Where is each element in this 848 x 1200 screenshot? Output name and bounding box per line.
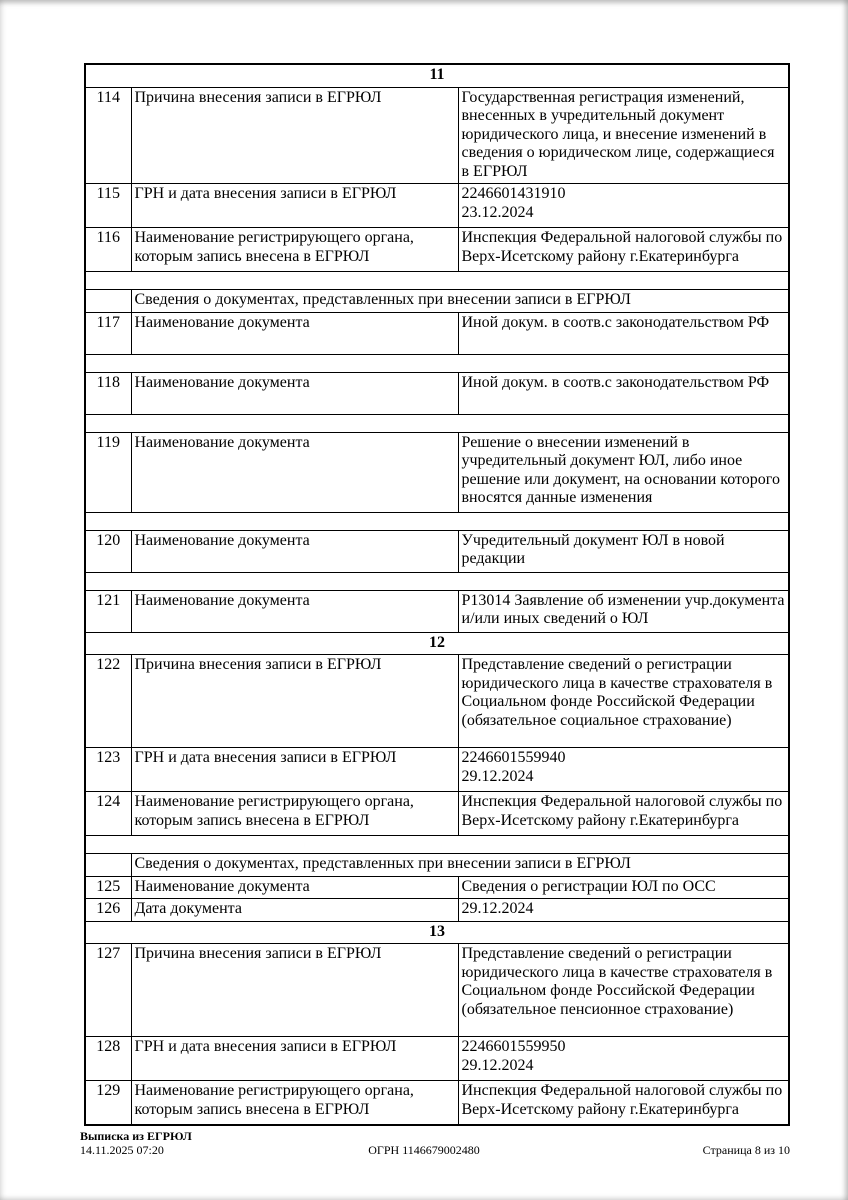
field-label: Наименование регистрирующего органа, кот… xyxy=(130,227,459,272)
table-row: 13 xyxy=(84,920,790,944)
table-row xyxy=(84,353,790,373)
table-row: 114 Причина внесения записи в ЕГРЮЛ Госуда… xyxy=(84,86,790,184)
field-value: 29.12.2024 xyxy=(457,898,790,922)
spacer-row-cell xyxy=(84,571,790,591)
spacer-row-cell xyxy=(84,835,790,854)
row-number: 126 xyxy=(84,898,132,922)
field-label: Наименование документа xyxy=(130,311,459,355)
row-number: 124 xyxy=(84,791,132,836)
row-number: 128 xyxy=(84,1036,132,1081)
table-row: 126 Дата документа 29.12.2024 xyxy=(84,898,790,922)
table-row: 119 Наименование документа Решение о внесе… xyxy=(84,431,790,513)
field-value: Сведения о регистрации ЮЛ по ОСС xyxy=(457,875,790,899)
field-label: Наименование документа xyxy=(130,589,459,633)
field-value: Р13014 Заявление об изменении учр.докуме… xyxy=(457,589,790,633)
field-label: Причина внесения записи в ЕГРЮЛ xyxy=(130,943,459,1037)
footer-left: Выписка из ЕГРЮЛ 14.11.2025 07:20 xyxy=(80,1129,192,1157)
row-number: 118 xyxy=(84,371,132,415)
field-value: 2246601559950 29.12.2024 xyxy=(457,1036,790,1081)
field-label: Наименование документа xyxy=(130,529,459,573)
field-label: Наименование документа xyxy=(130,431,459,513)
field-label: ГРН и дата внесения записи в ЕГРЮЛ xyxy=(130,1036,459,1081)
row-number: 120 xyxy=(84,529,132,573)
table-row: 124 Наименование регистрирующего органа, … xyxy=(84,791,790,836)
table-row: 121 Наименование документа Р13014 Заявлени… xyxy=(84,589,790,633)
field-value: Представление сведений о регистрации юри… xyxy=(457,654,790,748)
table-row: 129 Наименование регистрирующего органа, … xyxy=(84,1080,790,1125)
field-label: Наименование регистрирующего органа, кот… xyxy=(130,791,459,836)
table-row: 123 ГРН и дата внесения записи в ЕГРЮЛ 224… xyxy=(84,747,790,792)
row-number: 115 xyxy=(84,183,132,228)
spacer-row-cell xyxy=(84,413,790,433)
footer-ogrn: ОГРН 1146679002480 xyxy=(368,1143,480,1157)
field-label: Причина внесения записи в ЕГРЮЛ xyxy=(130,86,459,184)
table-row: 127 Причина внесения записи в ЕГРЮЛ Предст… xyxy=(84,943,790,1037)
field-value: 2246601431910 23.12.2024 xyxy=(457,183,790,228)
table-row: 118 Наименование документа Иной докум. в с… xyxy=(84,371,790,415)
row-number: 119 xyxy=(84,431,132,513)
row-number: 122 xyxy=(84,654,132,748)
row-number: 123 xyxy=(84,747,132,792)
document-title: Выписка из ЕГРЮЛ xyxy=(80,1129,192,1143)
field-label: Дата документа xyxy=(130,898,459,922)
field-value: Инспекция Федеральной налоговой службы п… xyxy=(457,227,790,272)
row-number-empty xyxy=(84,853,132,877)
field-value: Иной докум. в соотв.с законодательством … xyxy=(457,371,790,415)
field-value: Решение о внесении изменений в учредител… xyxy=(457,431,790,513)
table-row xyxy=(84,413,790,433)
section-number-header: 11 xyxy=(84,63,790,88)
spacer-row-cell xyxy=(84,271,790,290)
field-value: Инспекция Федеральной налоговой службы п… xyxy=(457,1080,790,1125)
table-row xyxy=(84,271,790,290)
row-number: 129 xyxy=(84,1080,132,1125)
table-row xyxy=(84,511,790,531)
row-number-empty xyxy=(84,289,132,313)
row-number: 125 xyxy=(84,875,132,899)
table-row: Сведения о документах, представленных пр… xyxy=(84,289,790,313)
egrul-records-table: 11 114 Причина внесения записи в ЕГРЮЛ Госу… xyxy=(84,63,791,1126)
spacer-row-cell xyxy=(84,353,790,373)
field-value: 2246601559940 29.12.2024 xyxy=(457,747,790,792)
field-label: Наименование документа xyxy=(130,875,459,899)
spacer-row-cell xyxy=(84,511,790,531)
table-row: 11 xyxy=(84,63,790,88)
table-row: 115 ГРН и дата внесения записи в ЕГРЮЛ 224… xyxy=(84,183,790,228)
egrul-table-body: 11 114 Причина внесения записи в ЕГРЮЛ Госу… xyxy=(84,63,790,1125)
field-value: Учредительный документ ЮЛ в новой редакц… xyxy=(457,529,790,573)
table-row: 122 Причина внесения записи в ЕГРЮЛ Предст… xyxy=(84,654,790,748)
row-number: 116 xyxy=(84,227,132,272)
field-label: ГРН и дата внесения записи в ЕГРЮЛ xyxy=(130,183,459,228)
field-label: ГРН и дата внесения записи в ЕГРЮЛ xyxy=(130,747,459,792)
section-number-header: 12 xyxy=(84,631,790,655)
field-label: Наименование документа xyxy=(130,371,459,415)
row-number: 121 xyxy=(84,589,132,633)
field-value: Государственная регистрация изменений, в… xyxy=(457,86,790,184)
table-row: 128 ГРН и дата внесения записи в ЕГРЮЛ 224… xyxy=(84,1036,790,1081)
table-row xyxy=(84,571,790,591)
field-value: Иной докум. в соотв.с законодательством … xyxy=(457,311,790,355)
table-row: 120 Наименование документа Учредительный д… xyxy=(84,529,790,573)
extract-datetime: 14.11.2025 07:20 xyxy=(80,1143,164,1157)
table-row: Сведения о документах, представленных пр… xyxy=(84,853,790,877)
table-row: 12 xyxy=(84,631,790,655)
table-row: 125 Наименование документа Сведения о реги… xyxy=(84,875,790,899)
documents-subheader: Сведения о документах, представленных пр… xyxy=(130,853,790,877)
table-row: 116 Наименование регистрирующего органа, … xyxy=(84,227,790,272)
field-value: Представление сведений о регистрации юри… xyxy=(457,943,790,1037)
documents-subheader: Сведения о документах, представленных пр… xyxy=(130,289,790,313)
table-row xyxy=(84,835,790,854)
row-number: 127 xyxy=(84,943,132,1037)
field-value: Инспекция Федеральной налоговой службы п… xyxy=(457,791,790,836)
row-number: 117 xyxy=(84,311,132,355)
field-label: Причина внесения записи в ЕГРЮЛ xyxy=(130,654,459,748)
section-number-header: 13 xyxy=(84,920,790,944)
footer-page-number: Страница 8 из 10 xyxy=(702,1143,790,1157)
row-number: 114 xyxy=(84,86,132,184)
field-label: Наименование регистрирующего органа, кот… xyxy=(130,1080,459,1125)
table-row: 117 Наименование документа Иной докум. в с… xyxy=(84,311,790,355)
